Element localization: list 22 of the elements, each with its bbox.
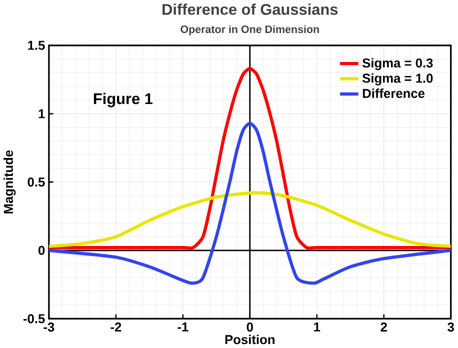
y-tick-label: 1.5 (28, 41, 45, 50)
y-tick-label: 0 (38, 246, 45, 256)
x-tick-label: 1 (314, 322, 320, 332)
chart-title: Difference of Gaussians (162, 4, 338, 16)
y-axis-title: Magnitude (4, 150, 16, 214)
y-tick-label: -0.5 (23, 314, 45, 324)
chart-subtitle: Operator in One Dimension (180, 25, 319, 36)
y-tick-label: 0.5 (28, 178, 45, 187)
legend-label: Sigma = 0.3 (362, 58, 433, 70)
x-tick-label: -1 (178, 322, 188, 332)
line-series (48, 191, 451, 248)
y-tick-label: 1 (38, 109, 45, 118)
x-tick-label: 2 (380, 322, 387, 332)
x-tick-label: 0 (246, 322, 253, 332)
legend-label: Difference (362, 88, 425, 98)
x-tick-label: 3 (448, 322, 454, 332)
x-tick-label: -2 (110, 322, 122, 332)
line-series (48, 122, 451, 285)
x-tick-label: -3 (44, 322, 54, 332)
legend-label: Sigma = 1.0 (362, 73, 433, 86)
annotation: Figure 1 (94, 92, 153, 108)
x-axis-title: Position (225, 334, 274, 344)
